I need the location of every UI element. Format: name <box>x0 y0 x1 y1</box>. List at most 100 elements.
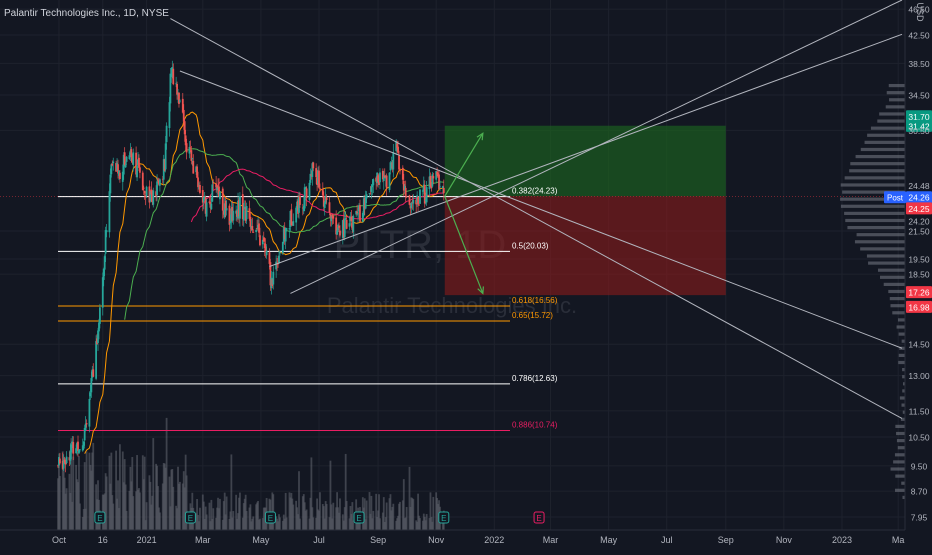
volume-profile-bar <box>840 197 905 201</box>
candle-body <box>208 201 211 203</box>
volume-bar <box>271 492 274 530</box>
earnings-marker[interactable] <box>353 511 365 524</box>
candle-body <box>409 205 412 209</box>
candle-body <box>385 175 388 189</box>
volume-profile-bar <box>845 218 905 223</box>
time-tick-label: Mar <box>195 535 211 545</box>
fib-retracement[interactable]: 0.382(24.23) 0.5(20.03) 0.618(16.56) 0.65(1… <box>58 187 558 432</box>
volume-bar <box>78 456 80 530</box>
earnings-marker[interactable] <box>438 511 450 524</box>
price-tick-label: 11.50 <box>909 406 930 416</box>
volume-profile-bar <box>895 424 905 429</box>
candle-body <box>224 200 227 210</box>
volume-profile-bar <box>898 332 905 336</box>
volume-bar <box>92 442 95 530</box>
candle-body <box>231 207 234 221</box>
candle-body <box>151 192 154 202</box>
trendline-lower-resistance <box>179 70 903 349</box>
candle-body <box>279 252 281 254</box>
price-tick-label: 18.50 <box>908 270 930 280</box>
candle-body <box>349 216 352 222</box>
time-tick-label: 2022 <box>484 535 504 545</box>
volume-bar <box>364 519 367 530</box>
candle-body <box>148 186 151 203</box>
volume-profile-bar <box>889 98 905 102</box>
volume-profile-bar <box>903 382 905 386</box>
candle-body <box>348 223 351 227</box>
candle-body <box>308 182 311 200</box>
candle-body <box>212 182 215 184</box>
volume-bar <box>371 518 374 530</box>
trendline-drawings[interactable] <box>170 0 903 419</box>
candle-body <box>235 210 238 214</box>
volume-bar <box>290 492 293 530</box>
currency-label: USD <box>915 2 925 22</box>
volume-bar <box>322 506 325 530</box>
earnings-marker[interactable] <box>184 511 196 524</box>
candle-body <box>396 143 399 148</box>
earnings-marker[interactable] <box>533 511 545 524</box>
earnings-marker-label: E <box>97 514 102 523</box>
earnings-marker[interactable] <box>264 511 276 524</box>
candle-body <box>78 449 80 454</box>
candle-body <box>288 228 291 230</box>
candle-body <box>95 341 98 379</box>
volume-bar <box>399 501 401 530</box>
volume-bar <box>418 515 420 530</box>
candle-body <box>398 155 400 170</box>
volume-bar <box>431 521 434 530</box>
fib-level-label: 0.5(20.03) <box>512 241 549 250</box>
volume-bar <box>215 517 218 530</box>
candle-body <box>322 195 325 207</box>
volume-bar <box>342 520 345 530</box>
volume-bar <box>202 501 205 530</box>
volume-bar <box>291 498 294 530</box>
volume-bar <box>191 492 194 530</box>
candle-body <box>62 459 65 469</box>
candle-body <box>410 203 413 209</box>
volume-bar <box>243 498 246 530</box>
volume-bar <box>252 516 255 530</box>
volume-bar <box>429 492 432 530</box>
earnings-marker[interactable] <box>94 511 106 524</box>
candle-body <box>418 204 420 206</box>
price-tick-label: 24.48 <box>908 181 930 191</box>
candle-body <box>63 459 66 463</box>
candle-body <box>102 268 105 280</box>
candle-body <box>143 190 146 194</box>
volume-bar <box>151 495 154 530</box>
volume-bar <box>105 476 108 530</box>
volume-bar <box>356 518 359 530</box>
volume-profile-bar <box>870 126 905 130</box>
volume-bar <box>392 503 395 530</box>
candle-body <box>423 184 426 204</box>
candle-body <box>135 152 138 175</box>
time-tick-label: 16 <box>98 535 108 545</box>
volume-profile-bar <box>868 261 905 265</box>
volume-bar <box>303 502 306 530</box>
volume-profile-bar <box>890 304 905 308</box>
volume-bar <box>175 505 178 530</box>
time-scale[interactable]: Oct 16 2021 Mar May Jul Sep Nov 2022 Mar May Jul Sep… <box>0 529 905 545</box>
volume-profile-bar <box>900 417 905 421</box>
volume-profile-bar <box>840 183 905 187</box>
candle-body <box>421 190 424 192</box>
volume-bar <box>129 466 132 530</box>
candle-body <box>201 190 204 203</box>
candle-body <box>415 199 418 205</box>
volume-bar <box>188 519 191 530</box>
candle-body <box>221 188 224 211</box>
candle-body <box>311 163 314 177</box>
candle-body <box>237 200 239 219</box>
volume-bar <box>82 509 85 530</box>
volume-bar <box>148 475 151 530</box>
candle-body <box>122 154 125 175</box>
candle-body <box>350 216 353 222</box>
volume-profile-bar <box>895 474 905 478</box>
candle-body <box>125 156 128 162</box>
volume-profile-bar <box>902 410 905 414</box>
candle-body <box>318 170 320 188</box>
